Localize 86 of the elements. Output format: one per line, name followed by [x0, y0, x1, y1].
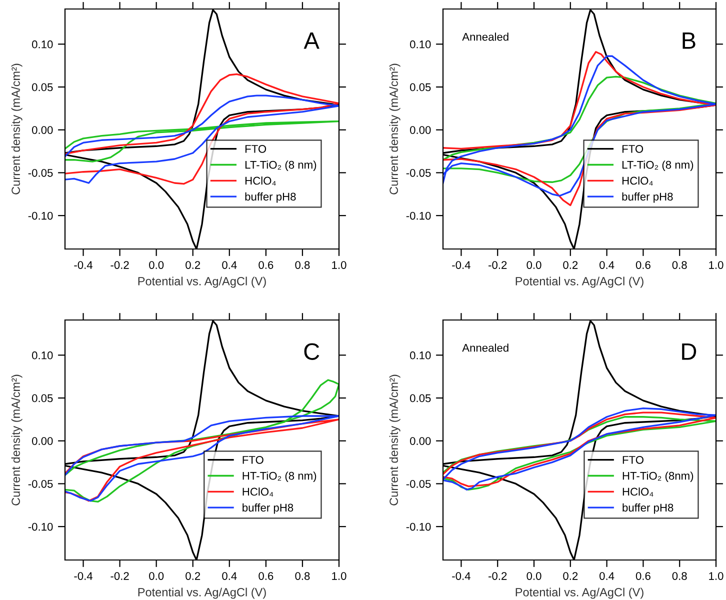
y-tick-label: 0.00 — [410, 437, 431, 445]
y-tick-label: 0.05 — [410, 394, 431, 402]
annotation: C — [304, 343, 320, 360]
line-series — [65, 94, 339, 184]
y-axis-title: Current density (mA/cm²) — [389, 64, 400, 194]
x-tick-label: 0.6 — [636, 261, 650, 269]
line-series — [65, 120, 339, 162]
x-axis-title: Potential vs. Ag/AgCl (V) — [138, 276, 266, 288]
y-tick-label: 0.00 — [410, 126, 431, 134]
y-tick-label: 0.10 — [32, 40, 53, 48]
y-tick-label: -0.10 — [28, 522, 53, 531]
x-tick-label: 0.0 — [526, 572, 542, 580]
y-tick-label: 0.00 — [32, 437, 53, 445]
x-tick-label: 0.0 — [526, 261, 542, 269]
x-tick-label: -0.4 — [452, 261, 470, 269]
x-tick-label: 0.4 — [222, 261, 237, 269]
legend-label: buffer pH8 — [622, 192, 673, 203]
y-tick-label: 0.05 — [32, 394, 53, 402]
annotation: A — [304, 32, 320, 49]
legend-label: FTO — [242, 456, 264, 464]
x-tick-label: -0.2 — [110, 261, 129, 269]
y-tick-label: 0.10 — [410, 40, 431, 48]
x-axis-title: Potential vs. Ag/AgCl (V) — [516, 276, 644, 288]
y-tick-label: -0.10 — [406, 522, 431, 531]
y-tick-label: -0.05 — [28, 168, 53, 177]
y-tick-label: -0.10 — [406, 212, 431, 220]
x-tick-label: 0.4 — [222, 572, 237, 580]
y-axis-title: Current density (mA/cm²) — [11, 64, 22, 194]
legend-label: FTO — [622, 456, 644, 464]
x-tick-label: 0.8 — [295, 572, 310, 580]
x-tick-label: 0.8 — [295, 261, 310, 269]
x-tick-label: 0.4 — [600, 572, 614, 580]
x-tick-label: -0.4 — [74, 261, 93, 269]
x-axis-title: Potential vs. Ag/AgCl (V) — [138, 588, 266, 599]
x-tick-label: -0.2 — [488, 572, 507, 580]
legend-label: buffer pH8 — [245, 192, 296, 203]
x-tick-label: 0.6 — [258, 572, 274, 580]
legend-label: HClO₄ — [245, 176, 276, 186]
legend-label: FTO — [622, 144, 644, 153]
x-tick-label: -0.2 — [488, 261, 507, 269]
x-axis-title: Potential vs. Ag/AgCl (V) — [516, 588, 644, 599]
legend-label: HClO₄ — [622, 488, 654, 497]
x-tick-label: -0.4 — [74, 572, 93, 580]
x-tick-label: 0.6 — [258, 261, 274, 269]
x-tick-label: 0.0 — [149, 261, 164, 269]
x-tick-label: 0.2 — [563, 261, 578, 269]
annotation: D — [682, 343, 696, 360]
annotation: B — [682, 32, 696, 49]
y-tick-label: -0.05 — [406, 480, 431, 488]
x-tick-label: 0.8 — [672, 261, 687, 269]
y-tick-label: 0.10 — [32, 351, 53, 360]
y-tick-label: -0.10 — [28, 212, 53, 220]
legend-label: FTO — [245, 144, 266, 153]
y-tick-label: -0.05 — [406, 168, 431, 177]
y-axis-title: Current density (mA/cm²) — [11, 374, 22, 506]
x-tick-label: 1.0 — [332, 572, 346, 580]
legend-label: buffer pH8 — [242, 503, 294, 514]
x-tick-label: 0.6 — [636, 572, 650, 580]
legend-label: buffer pH8 — [622, 503, 674, 514]
annotation: Annealed — [462, 32, 508, 41]
legend-label: HT-TiO₂ (8nm) — [622, 472, 694, 482]
line-series — [65, 73, 339, 185]
x-tick-label: -0.4 — [452, 572, 470, 580]
y-tick-label: 0.10 — [410, 351, 431, 360]
y-axis-title: Current density (mA/cm²) — [389, 374, 400, 506]
y-tick-label: 0.05 — [410, 83, 431, 92]
x-tick-label: 1.0 — [709, 572, 724, 580]
legend-label: LT-TiO₂ (8 nm) — [245, 160, 316, 171]
legend-label: HT-TiO₂ (8 nm) — [242, 472, 316, 482]
annotation: Annealed — [462, 344, 508, 352]
x-tick-label: 1.0 — [709, 261, 724, 269]
x-tick-label: 0.2 — [186, 572, 200, 580]
legend-label: HClO₄ — [622, 176, 653, 186]
y-tick-label: 0.00 — [32, 126, 53, 134]
line-series — [65, 379, 339, 503]
y-tick-label: 0.05 — [32, 83, 53, 92]
legend-label: LT-TiO₂ (8 nm) — [622, 160, 694, 171]
x-tick-label: 0.4 — [600, 261, 614, 269]
x-tick-label: 1.0 — [332, 261, 346, 269]
x-tick-label: -0.2 — [110, 572, 129, 580]
legend-label: HClO₄ — [242, 488, 274, 497]
x-tick-label: 0.2 — [563, 572, 578, 580]
x-tick-label: 0.0 — [149, 572, 164, 580]
x-tick-label: 0.2 — [186, 261, 200, 269]
x-tick-label: 0.8 — [672, 572, 687, 580]
y-tick-label: -0.05 — [28, 480, 53, 488]
